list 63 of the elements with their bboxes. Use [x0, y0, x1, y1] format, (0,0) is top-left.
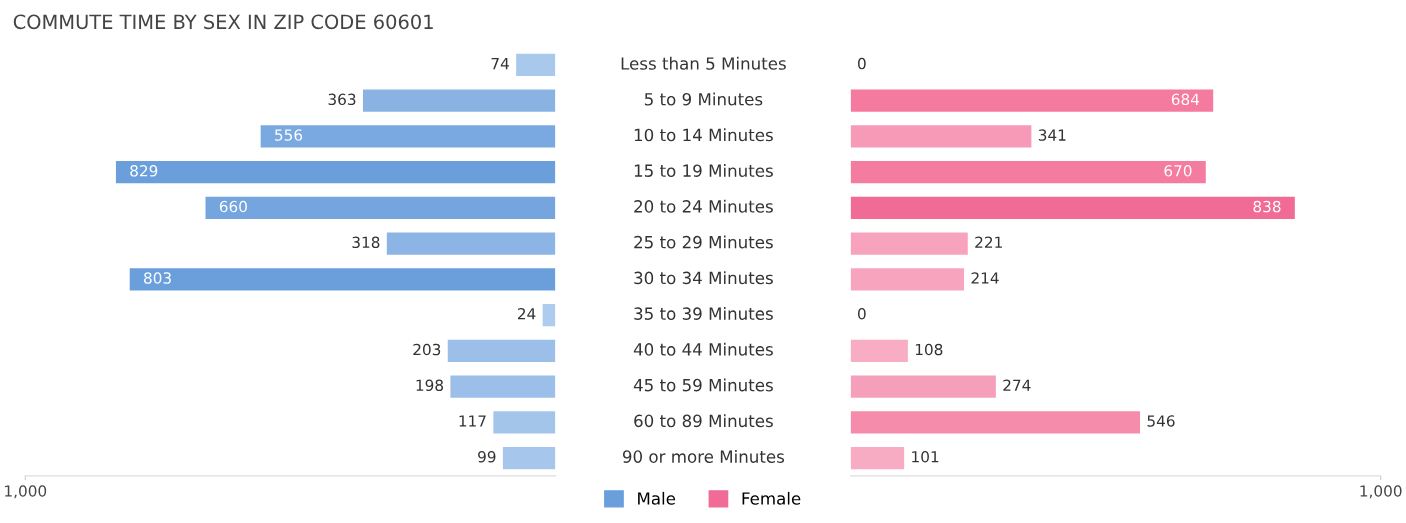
bar	[542, 304, 556, 327]
bar	[850, 375, 996, 398]
y-tick-label: 15 to 19 Minutes	[634, 164, 773, 177]
legend-label: Male	[638, 491, 676, 505]
y-tick-label: 45 to 59 Minutes	[633, 378, 773, 392]
y-tick-label: 10 to 14 Minutes	[634, 128, 773, 142]
y-tick-label: 60 to 89 Minutes	[634, 414, 773, 428]
y-tick-label: Less than 5 Minutes	[621, 56, 786, 70]
bar	[502, 446, 556, 470]
bar	[115, 161, 556, 184]
data-label: 670	[1164, 165, 1192, 177]
bar	[850, 339, 908, 362]
bar	[850, 232, 968, 255]
chart-title: COMMUTE TIME BY SEX IN ZIP CODE 60601	[13, 14, 433, 30]
y-tick-label: 35 to 39 Minutes	[634, 307, 773, 320]
bar	[386, 232, 556, 255]
data-label: 341	[1038, 129, 1066, 141]
data-label: 318	[352, 236, 380, 249]
data-label: 363	[328, 93, 356, 106]
data-label: 108	[915, 343, 943, 356]
data-label: 99	[478, 450, 496, 463]
data-label: 803	[144, 272, 171, 284]
data-label: 274	[1003, 379, 1031, 391]
y-tick-label: 5 to 9 Minutes	[644, 92, 763, 106]
x-tick-label: 1,000	[5, 485, 47, 499]
bar	[493, 411, 556, 434]
data-label: 838	[1253, 200, 1281, 213]
data-label: 221	[975, 236, 1002, 248]
data-label: 117	[459, 415, 486, 427]
bar	[450, 375, 556, 398]
data-label: 74	[491, 58, 509, 70]
bar	[260, 125, 556, 148]
bar	[129, 268, 556, 291]
data-label: 829	[130, 165, 158, 177]
bar	[850, 161, 1206, 184]
data-label: 660	[219, 200, 247, 213]
data-label: 0	[858, 57, 866, 70]
bar	[205, 196, 556, 219]
bar	[850, 196, 1295, 219]
x-tick-label: 1,000	[1360, 485, 1402, 499]
bar	[850, 411, 1141, 434]
bar	[850, 89, 1214, 112]
bar	[850, 446, 905, 470]
data-label: 24	[517, 307, 536, 320]
bar	[447, 339, 556, 362]
data-label: 0	[858, 307, 866, 320]
legend-label: Female	[742, 491, 801, 505]
data-label: 214	[971, 272, 999, 284]
data-label: 546	[1147, 415, 1175, 427]
data-label: 198	[416, 379, 444, 392]
y-tick-label: 30 to 34 Minutes	[634, 271, 773, 285]
y-tick-label: 20 to 24 Minutes	[634, 199, 773, 213]
data-label: 556	[275, 129, 303, 141]
y-tick-label: 25 to 29 Minutes	[634, 235, 773, 249]
bar	[516, 53, 556, 77]
bar	[850, 268, 965, 291]
data-label: 101	[912, 450, 939, 463]
data-label: 684	[1171, 93, 1200, 106]
y-tick-label: 90 or more Minutes	[622, 450, 785, 463]
bar	[850, 125, 1032, 148]
bar	[362, 89, 556, 112]
y-tick-label: 40 to 44 Minutes	[633, 342, 773, 356]
data-label: 203	[413, 343, 441, 356]
